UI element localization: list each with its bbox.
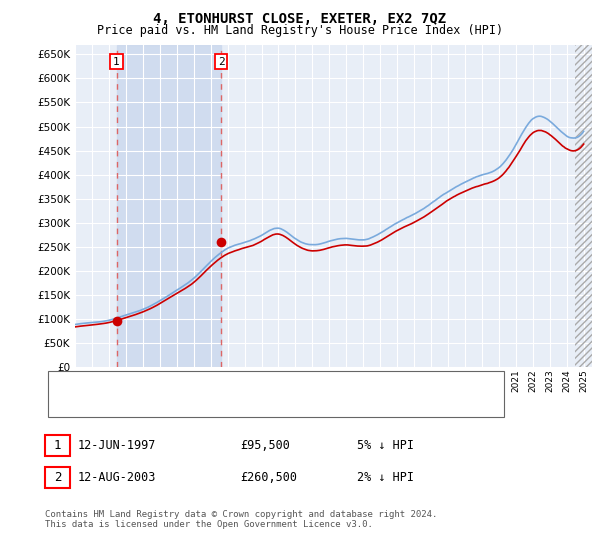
Bar (116, 45, 221, 367)
Text: 1: 1 (54, 439, 61, 452)
Text: 2: 2 (218, 57, 224, 67)
Text: £260,500: £260,500 (240, 471, 297, 484)
Text: £95,500: £95,500 (240, 439, 290, 452)
Text: 2% ↓ HPI: 2% ↓ HPI (357, 471, 414, 484)
Text: 12-AUG-2003: 12-AUG-2003 (78, 471, 157, 484)
Text: Price paid vs. HM Land Registry's House Price Index (HPI): Price paid vs. HM Land Registry's House … (97, 24, 503, 36)
Text: 4, ETONHURST CLOSE, EXETER, EX2 7QZ: 4, ETONHURST CLOSE, EXETER, EX2 7QZ (154, 12, 446, 26)
Text: 5% ↓ HPI: 5% ↓ HPI (357, 439, 414, 452)
Bar (575, 45, 592, 367)
Text: HPI: Average price, detached house, Exeter: HPI: Average price, detached house, Exet… (85, 401, 348, 410)
Text: 1: 1 (113, 57, 120, 67)
Text: 2: 2 (54, 471, 61, 484)
Text: 4, ETONHURST CLOSE, EXETER, EX2 7QZ (detached house): 4, ETONHURST CLOSE, EXETER, EX2 7QZ (det… (85, 379, 410, 389)
Text: 12-JUN-1997: 12-JUN-1997 (78, 439, 157, 452)
Text: Contains HM Land Registry data © Crown copyright and database right 2024.
This d: Contains HM Land Registry data © Crown c… (45, 510, 437, 529)
